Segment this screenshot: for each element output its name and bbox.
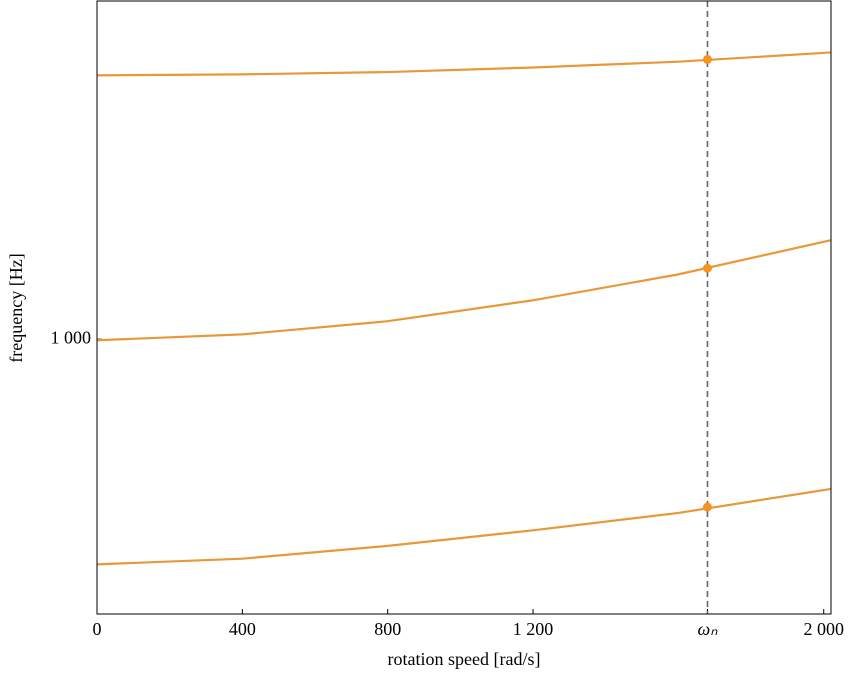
x-axis-label: rotation speed [rad/s] [388,649,541,669]
series-line [96,487,832,566]
x-tick-label: 2 000 [803,619,844,639]
series-line [96,51,832,77]
y-tick-label: 1 000 [51,327,92,347]
x-tick-label: ωₙ [698,619,719,639]
plot-frame [96,0,832,615]
y-axis-label: frequency [Hz] [6,253,26,362]
x-tick-label: 1 200 [513,619,554,639]
marker [702,54,712,64]
x-tick-label: 0 [93,619,102,639]
series-line [96,239,832,342]
marker [702,263,712,273]
x-tick-label: 400 [229,619,256,639]
marker [702,502,712,512]
x-tick-label: 800 [374,619,401,639]
